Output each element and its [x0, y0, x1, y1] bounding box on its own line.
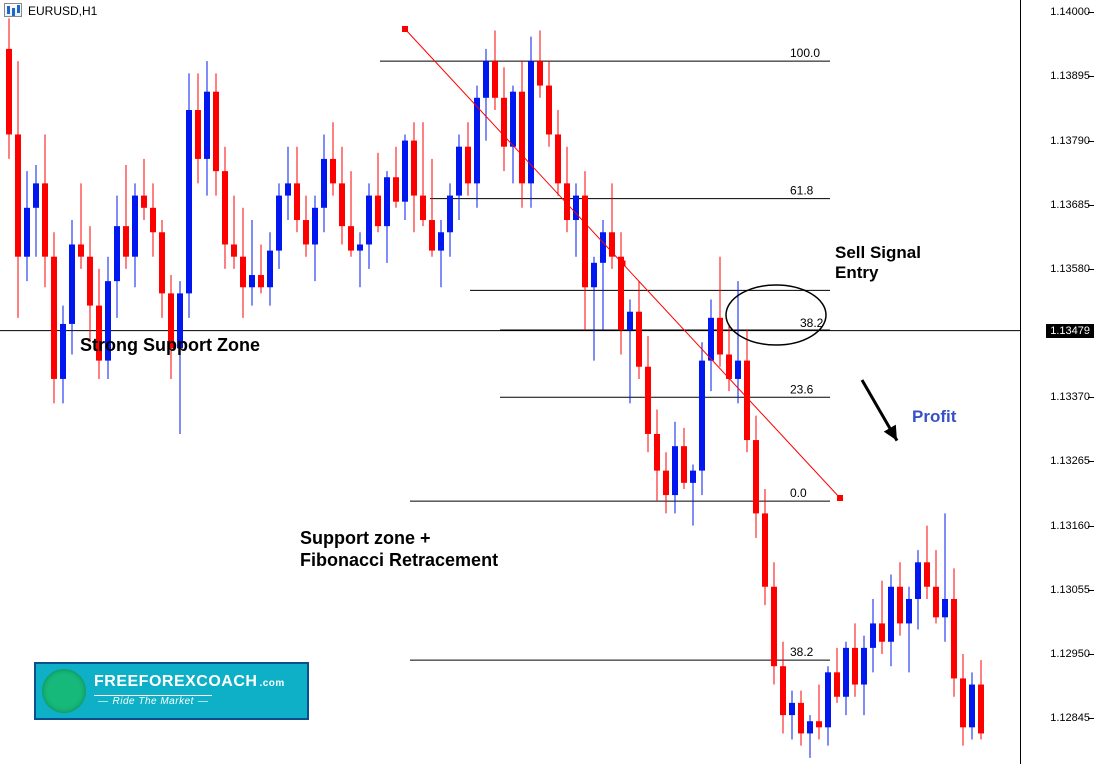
sell-line2: Entry	[835, 263, 878, 282]
fib-label: 100.0	[790, 46, 820, 60]
watermark-logo: FREEFOREXCOACH .com Ride The Market	[34, 662, 309, 720]
svg-text:38.2: 38.2	[800, 316, 824, 330]
logo-tagline: Ride The Market	[94, 695, 212, 707]
fib-label: 38.2	[790, 645, 814, 659]
ytick-label: 1.13790	[1050, 135, 1090, 147]
ytick-label: 1.13580	[1050, 263, 1090, 275]
ytick-label: 1.13685	[1050, 199, 1090, 211]
logo-tld: .com	[259, 678, 284, 689]
logo-globe-icon	[42, 669, 86, 713]
ytick-label: 1.13895	[1050, 70, 1090, 82]
annotation-strong-support: Strong Support Zone	[80, 335, 260, 356]
sell-line1: Sell Signal	[835, 243, 921, 262]
ytick-label: 1.13265	[1050, 455, 1090, 467]
chart-svg: 100.0 61.8 23.6 0.0 38.2 38.2	[0, 0, 1020, 764]
ytick-label: 1.13370	[1050, 391, 1090, 403]
ytick-label: 1.14000	[1050, 6, 1090, 18]
fib-label: 0.0	[790, 486, 807, 500]
annotation-profit: Profit	[912, 407, 956, 427]
price-axis: 1.14000 1.13895 1.13790 1.13685 1.13580 1.134…	[1020, 0, 1094, 764]
ytick-label: 1.13160	[1050, 520, 1090, 532]
sf-line1: Support zone +	[300, 528, 431, 548]
annotation-support-fib: Support zone + Fibonacci Retracement	[300, 528, 498, 571]
sf-line2: Fibonacci Retracement	[300, 550, 498, 570]
logo-brand: FREEFOREXCOACH	[94, 673, 257, 691]
ytick-label: 1.12950	[1050, 648, 1090, 660]
current-price-box: 1.13479	[1046, 324, 1094, 338]
ytick-label: 1.12845	[1050, 712, 1090, 724]
chart-plot-area[interactable]: EURUSD,H1 100.061.823.60.038.238.2 Stron…	[0, 0, 1020, 764]
annotation-sell-signal: Sell Signal Entry	[835, 243, 921, 282]
fib-label: 61.8	[790, 184, 814, 198]
fib-label: 23.6	[790, 382, 814, 396]
ytick-label: 1.13055	[1050, 584, 1090, 596]
